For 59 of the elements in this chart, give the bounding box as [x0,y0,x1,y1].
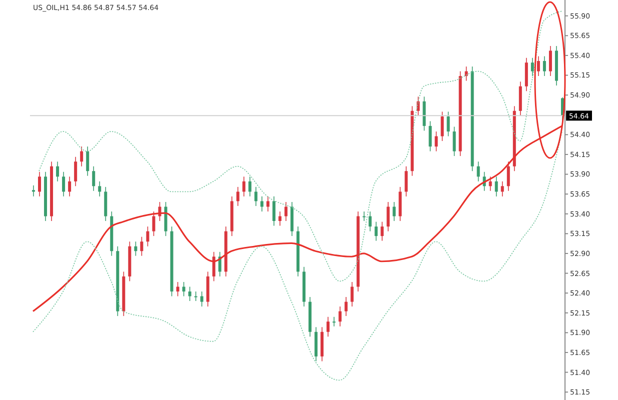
candlestick [434,131,438,152]
candlestick [182,282,186,297]
candlestick [344,296,348,316]
candlestick [32,184,35,197]
line-series [32,131,562,381]
candlestick [92,166,96,192]
candlestick [134,241,138,256]
candlestick [248,176,252,197]
candlestick [428,120,432,152]
candlestick [350,282,354,307]
candlestick [530,57,534,76]
candlestick [86,146,90,176]
line-series [32,125,563,312]
candlestick [278,211,282,226]
candlestick [68,176,72,197]
candlestick [80,146,84,167]
candlestick [272,196,276,226]
candlestick [188,286,192,302]
candlestick [506,161,510,192]
candlestick [254,186,258,206]
candlestick [380,221,384,242]
candlestick [200,291,204,307]
candlestick [494,176,498,197]
candlestick [260,196,264,212]
candlestick [548,46,552,76]
candlestick [152,211,156,236]
candlestick [98,180,102,197]
candlestick [500,180,504,197]
candlestick [146,226,150,247]
candlestick [266,196,270,212]
candlestick [338,306,342,327]
candlestick [236,186,240,206]
candlestick [212,251,216,282]
candlestick [404,166,408,197]
candlestick [242,176,246,197]
candlestick [392,202,396,222]
candlestick [176,282,180,297]
candlestick [332,316,336,327]
candlestick [524,57,528,92]
candlestick [74,156,78,187]
candlestick [446,111,450,137]
candlestick [452,126,456,156]
candlestick [476,161,480,182]
candlestick [326,316,330,338]
candlestick [368,211,372,232]
candlestick [62,171,66,197]
candlestick [440,111,444,142]
candlestick [542,56,546,76]
candlestick [284,202,288,222]
candlestick [362,211,366,222]
candlestick [374,221,378,242]
candlestick [140,236,144,256]
candlestick [536,56,540,76]
line-series [38,10,562,282]
candlestick [38,171,42,197]
candlestick [488,176,492,192]
candlestick [386,202,390,232]
candlestick [56,161,60,182]
candlestick [194,291,198,302]
